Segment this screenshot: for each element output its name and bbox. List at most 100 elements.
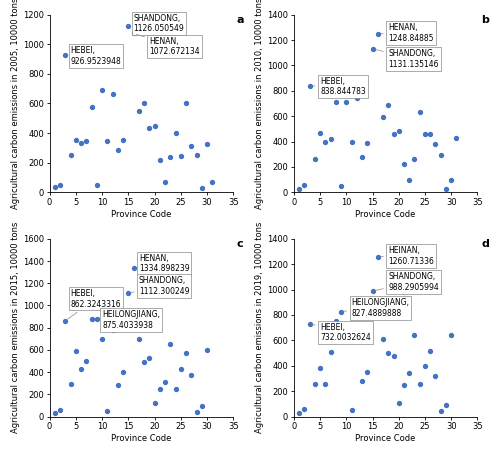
Text: HENAN,
1334.898239: HENAN, 1334.898239 — [134, 254, 190, 273]
Point — [358, 153, 366, 160]
Point — [114, 147, 122, 154]
Point — [311, 156, 319, 163]
Text: HEBEI,
732.0032624: HEBEI, 732.0032624 — [312, 323, 371, 342]
Text: HENAN,
1248.84885: HENAN, 1248.84885 — [380, 23, 434, 43]
Point — [56, 406, 64, 414]
Point — [182, 350, 190, 357]
Point — [348, 407, 356, 414]
Point — [56, 181, 64, 188]
Point — [119, 369, 127, 376]
Point — [322, 138, 330, 145]
X-axis label: Province Code: Province Code — [356, 210, 416, 219]
Point — [405, 176, 413, 183]
Text: b: b — [481, 15, 489, 25]
Point — [72, 347, 80, 355]
Point — [426, 130, 434, 138]
Point — [172, 385, 179, 392]
Point — [374, 253, 382, 260]
Text: HENAN,
1072.672134: HENAN, 1072.672134 — [136, 35, 200, 56]
Point — [368, 45, 376, 52]
Point — [104, 138, 112, 145]
Text: a: a — [237, 15, 244, 25]
Point — [416, 109, 424, 116]
Point — [88, 104, 96, 111]
Point — [379, 336, 387, 343]
Point — [306, 82, 314, 89]
Point — [182, 100, 190, 107]
Point — [326, 135, 334, 143]
Text: HEILONGJIANG,
875.4033938: HEILONGJIANG, 875.4033938 — [97, 310, 160, 330]
Point — [51, 183, 59, 191]
Point — [436, 151, 444, 158]
Point — [93, 181, 101, 188]
Point — [135, 335, 143, 342]
Point — [405, 369, 413, 376]
Point — [452, 134, 460, 141]
Point — [66, 381, 74, 388]
Point — [146, 124, 154, 132]
Text: HEINAN,
1260.71336: HEINAN, 1260.71336 — [380, 246, 434, 266]
Point — [416, 380, 424, 388]
Point — [146, 354, 154, 361]
Point — [119, 136, 127, 143]
Point — [374, 30, 382, 37]
Point — [316, 129, 324, 136]
Point — [442, 185, 450, 192]
Point — [192, 152, 200, 159]
Point — [98, 335, 106, 342]
Point — [332, 317, 340, 324]
Point — [140, 359, 148, 366]
Point — [306, 320, 314, 327]
Point — [368, 287, 376, 295]
Point — [379, 114, 387, 121]
Point — [203, 141, 211, 148]
Point — [400, 161, 408, 168]
Point — [400, 382, 408, 389]
Point — [140, 100, 148, 107]
Point — [192, 409, 200, 416]
Y-axis label: Agricultural carbon emissions in 2005, 10000 tons: Agricultural carbon emissions in 2005, 1… — [11, 0, 20, 209]
Point — [342, 324, 350, 331]
Text: HEBEI,
926.9523948: HEBEI, 926.9523948 — [66, 46, 122, 66]
Point — [177, 153, 185, 160]
Point — [342, 99, 350, 106]
Point — [447, 177, 455, 184]
Point — [51, 410, 59, 417]
Y-axis label: Agricultural carbon emissions in 2019, 10000 tons: Agricultural carbon emissions in 2019, 1… — [256, 222, 264, 434]
Point — [426, 348, 434, 355]
Point — [300, 405, 308, 413]
Point — [332, 99, 340, 106]
Point — [436, 408, 444, 415]
Point — [166, 153, 174, 160]
Text: SHANDONG,
1131.135146: SHANDONG, 1131.135146 — [375, 49, 439, 69]
Point — [166, 340, 174, 348]
Point — [442, 401, 450, 409]
Text: HEBEI,
838.844783: HEBEI, 838.844783 — [312, 77, 366, 96]
Point — [66, 151, 74, 158]
Point — [322, 380, 330, 387]
Text: SHANDONG,
1126.050549: SHANDONG, 1126.050549 — [128, 14, 184, 33]
Point — [188, 371, 196, 379]
Point — [62, 317, 70, 325]
Point — [353, 95, 361, 102]
Point — [384, 350, 392, 357]
Point — [188, 143, 196, 150]
Point — [150, 122, 158, 129]
Y-axis label: Agricultural carbon emissions in 2015, 10000 tons: Agricultural carbon emissions in 2015, 1… — [11, 222, 20, 434]
Text: SHANDONG,
1112.300249: SHANDONG, 1112.300249 — [131, 276, 190, 296]
Point — [124, 22, 132, 29]
Point — [410, 332, 418, 339]
Point — [395, 399, 403, 406]
Point — [203, 346, 211, 354]
Point — [316, 365, 324, 372]
Point — [348, 138, 356, 145]
Point — [82, 357, 90, 365]
Point — [150, 400, 158, 407]
Text: SHANDONG,
988.2905994: SHANDONG, 988.2905994 — [375, 272, 439, 291]
Text: HEILONGJIANG,
827.4889888: HEILONGJIANG, 827.4889888 — [344, 298, 410, 318]
Point — [108, 326, 116, 334]
Point — [124, 289, 132, 296]
Point — [98, 87, 106, 94]
Point — [108, 90, 116, 98]
Point — [135, 107, 143, 114]
